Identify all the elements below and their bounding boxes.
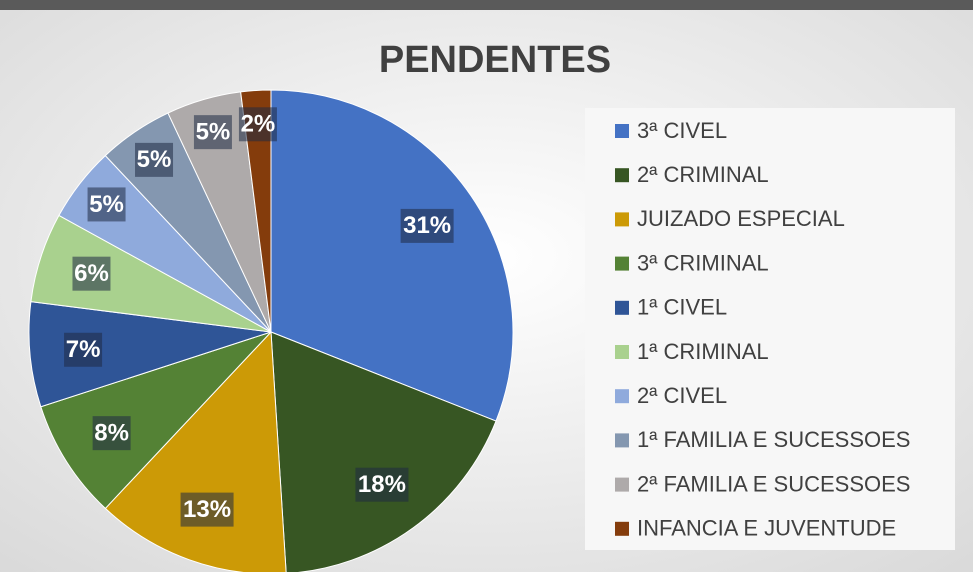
top-bar	[0, 0, 973, 10]
pie-slice	[28, 301, 272, 408]
chart-title: PENDENTES	[379, 39, 611, 81]
legend-label: 1ª CRIMINAL	[637, 339, 769, 364]
data-label: 6%	[74, 260, 109, 287]
legend-label: 1ª FAMILIA E SUCESSOES	[637, 427, 910, 452]
data-label-box	[72, 256, 111, 291]
legend-swatch	[615, 256, 629, 271]
legend-swatch	[615, 124, 629, 138]
pie-slice	[240, 89, 272, 333]
data-label-box	[238, 107, 277, 142]
data-label-box	[135, 142, 174, 177]
legend-swatch	[615, 345, 629, 359]
legend-swatch	[615, 168, 629, 183]
legend-label: JUIZADO ESPECIAL	[637, 206, 845, 231]
legend-swatch	[615, 212, 629, 227]
legend-box	[585, 108, 955, 550]
data-label-box	[180, 492, 234, 527]
data-label: 5%	[196, 118, 231, 145]
legend-swatch	[615, 300, 629, 315]
legend-label: 2ª CRIMINAL	[637, 162, 769, 187]
pie-slice	[270, 89, 514, 422]
data-label: 2%	[241, 111, 276, 138]
legend-label: 3ª CIVEL	[637, 118, 727, 143]
data-label: 8%	[94, 419, 129, 446]
legend-label: 3ª CRIMINAL	[637, 250, 769, 275]
data-label: 7%	[66, 336, 101, 363]
legend-label: 2ª FAMILIA E SUCESSOES	[637, 471, 910, 496]
data-label-box	[400, 208, 454, 243]
pie-slice	[104, 330, 287, 572]
legend-swatch	[615, 433, 629, 448]
data-label-box	[193, 115, 232, 150]
data-label-box	[64, 332, 103, 367]
data-label: 5%	[89, 191, 124, 218]
pie-slice	[40, 331, 272, 510]
data-label-box	[87, 187, 126, 222]
legend-swatch	[615, 389, 629, 404]
legend-swatch	[615, 521, 629, 536]
legend-label: INFANCIA E JUVENTUDE	[637, 516, 896, 541]
data-label: 13%	[183, 496, 231, 523]
legend-label: 2ª CIVEL	[637, 383, 727, 408]
pie-slice	[270, 331, 497, 572]
legend-swatch	[615, 477, 629, 492]
data-label-box	[355, 467, 409, 502]
data-label: 31%	[403, 212, 451, 239]
data-label: 18%	[358, 471, 406, 498]
legend-label: 1ª CIVEL	[637, 295, 727, 320]
data-label: 5%	[137, 146, 172, 173]
data-label-box	[92, 416, 131, 451]
